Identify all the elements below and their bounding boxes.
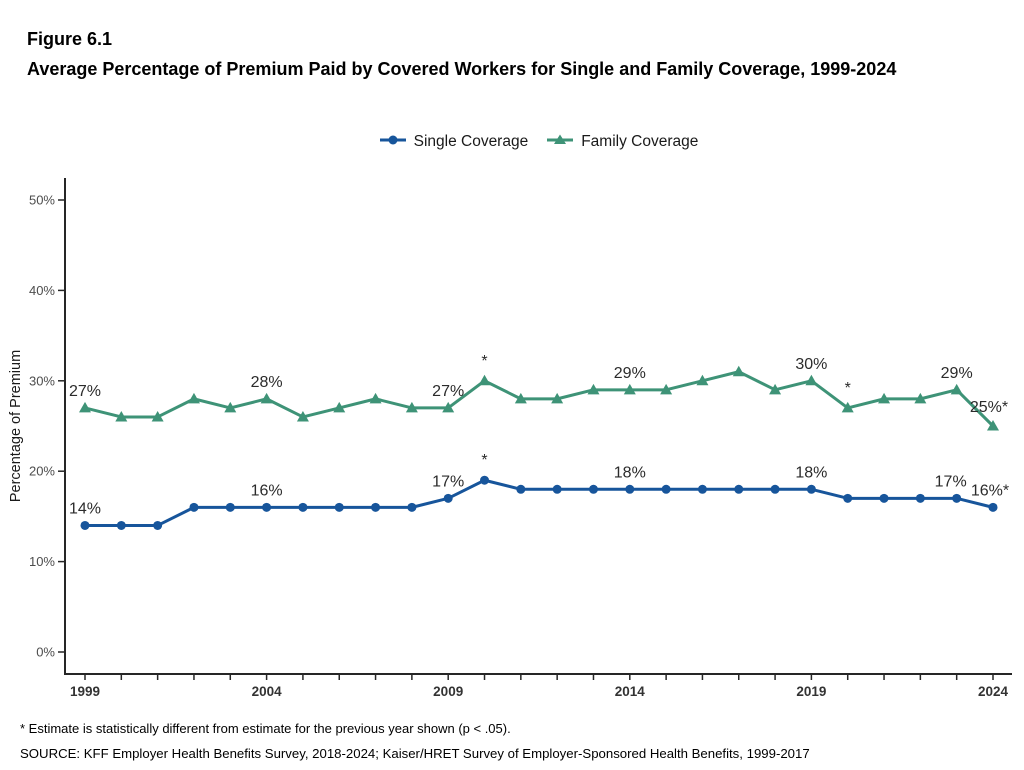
single-coverage-marker-icon	[379, 133, 407, 152]
chart-legend: Single Coverage Family Coverage	[65, 130, 1012, 154]
svg-text:17%: 17%	[432, 473, 464, 490]
svg-text:1999: 1999	[70, 684, 100, 699]
source-line: SOURCE: KFF Employer Health Benefits Sur…	[20, 746, 810, 761]
svg-text:2024: 2024	[978, 684, 1009, 699]
svg-text:0%: 0%	[36, 645, 55, 660]
family-coverage-series: 27% 28% 27% * 29% 30% * 29% 25%*	[69, 353, 1008, 431]
svg-text:17%: 17%	[935, 473, 967, 490]
family-coverage-marker-icon	[546, 133, 574, 152]
single-coverage-series: 14%16%17%*18% 18%17%16%*	[69, 452, 1009, 530]
svg-text:2019: 2019	[796, 684, 826, 699]
svg-text:18%: 18%	[795, 464, 827, 481]
svg-text:30%: 30%	[29, 373, 55, 388]
svg-text:16%*: 16%*	[971, 482, 1009, 499]
svg-text:50%: 50%	[29, 193, 55, 208]
svg-text:40%: 40%	[29, 283, 55, 298]
svg-text:*: *	[845, 380, 851, 397]
svg-text:27%: 27%	[69, 383, 101, 400]
svg-text:20%: 20%	[29, 464, 55, 479]
svg-text:30%: 30%	[795, 356, 827, 373]
svg-text:2014: 2014	[615, 684, 646, 699]
svg-text:29%: 29%	[614, 365, 646, 382]
svg-text:Percentage of Premium: Percentage of Premium	[8, 350, 24, 502]
figure-title: Average Percentage of Premium Paid by Co…	[27, 59, 897, 79]
svg-text:2004: 2004	[252, 684, 283, 699]
svg-text:29%: 29%	[941, 365, 973, 382]
y-axis: 0% 10% 20% 30% 40% 50% Percentage of Premium	[8, 178, 66, 674]
svg-text:16%: 16%	[251, 482, 283, 499]
legend-label-family-coverage: Family Coverage	[581, 133, 699, 150]
svg-text:18%: 18%	[614, 464, 646, 481]
legend-item-family-coverage: Family Coverage	[546, 133, 698, 152]
svg-text:*: *	[481, 353, 487, 370]
svg-text:*: *	[481, 452, 487, 469]
x-axis: 1999 2004 2009 2014 2019 2024	[64, 673, 1012, 699]
legend-label-single-coverage: Single Coverage	[413, 133, 529, 150]
svg-text:27%: 27%	[432, 383, 464, 400]
svg-text:28%: 28%	[251, 374, 283, 391]
svg-text:2009: 2009	[433, 684, 463, 699]
svg-text:25%*: 25%*	[970, 399, 1008, 416]
legend-item-single-coverage: Single Coverage	[379, 133, 529, 152]
svg-text:14%: 14%	[69, 500, 101, 517]
footnote: * Estimate is statistically different fr…	[20, 721, 511, 736]
svg-text:10%: 10%	[29, 554, 55, 569]
figure-label: Figure 6.1	[27, 29, 113, 49]
